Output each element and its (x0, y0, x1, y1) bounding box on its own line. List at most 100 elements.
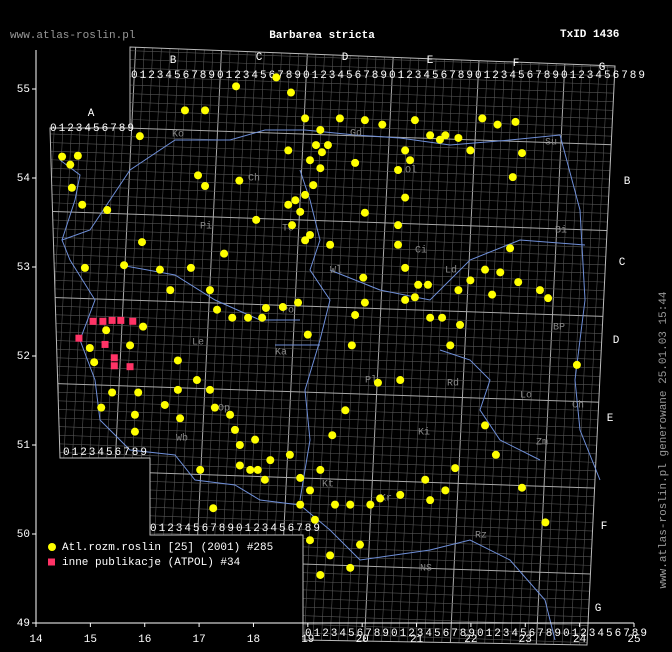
grid-digits: 0123456789 (305, 628, 391, 640)
record-dot (331, 500, 339, 509)
grid-digits: 0123456789 (131, 70, 217, 82)
atpol-grid-line (50, 47, 51, 645)
record-dot (511, 117, 520, 126)
site-label: www.atlas-roslin.pl (10, 30, 135, 42)
atpol-grid-line (50, 47, 615, 68)
grid-digits: 0123456789 (475, 70, 561, 82)
record-dot (401, 295, 410, 304)
record-dot (286, 88, 295, 97)
record-dot (192, 376, 201, 385)
atpol-grid-line (329, 47, 360, 645)
atpol-grid-line (50, 374, 615, 395)
x-tick-label: 17 (192, 634, 205, 646)
record-dot (311, 141, 320, 150)
x-tick-label: 15 (84, 634, 97, 646)
atpol-grid-line (527, 47, 558, 645)
record-dot (266, 456, 275, 465)
grid-letter: E (427, 55, 434, 67)
record-dot (326, 240, 335, 249)
atpol-grid-line (441, 47, 472, 645)
atpol-grid-line (50, 442, 615, 464)
x-tick-label: 14 (29, 634, 43, 646)
atpol-grid-line (50, 124, 615, 146)
record-dot (309, 181, 318, 190)
record-dot (394, 221, 403, 230)
record-dot (303, 330, 312, 339)
record-dot (508, 173, 517, 182)
record-dot (130, 410, 139, 419)
record-dot (406, 156, 415, 165)
region-label: Pi (200, 221, 212, 233)
record-dot (173, 385, 182, 394)
record-dot (401, 146, 410, 155)
record-dot (356, 540, 365, 549)
y-tick-label: 54 (17, 173, 31, 185)
grid-digits: 0123456789 (50, 123, 136, 135)
atpol-grid-line (50, 210, 615, 232)
record-dot (196, 465, 205, 474)
grid-letter: C (619, 257, 626, 269)
record-dot (346, 563, 355, 572)
atpol-grid-line (50, 193, 615, 215)
atpol-grid-line (50, 150, 615, 172)
atpol-grid-line (50, 597, 615, 619)
atpol-grid-line (50, 81, 615, 103)
region-label: Lo (520, 391, 532, 402)
atpol-grid-line (50, 313, 615, 335)
record-dot (205, 385, 214, 394)
record-dot (514, 278, 523, 287)
atpol-grid-line (509, 47, 541, 645)
legend-marker (48, 558, 55, 566)
record-dot (305, 230, 314, 239)
region-label: Pl (365, 375, 377, 387)
record-dot (134, 388, 143, 397)
atpol-grid-line (50, 227, 615, 249)
atpol-grid-line (604, 47, 615, 645)
region-label: Rz (475, 531, 487, 542)
record-dot (180, 106, 189, 115)
grid-digits: 0123456789 (391, 628, 477, 640)
atpol-grid-line (484, 47, 515, 645)
atpol-grid-line (578, 47, 610, 645)
record-dot (291, 196, 300, 205)
atpol-grid-line (50, 417, 615, 438)
grid-digits: 0123456789 (477, 628, 563, 640)
region-label: Gd (350, 128, 362, 140)
atpol-grid-line (458, 47, 489, 645)
grid-letter: B (624, 176, 631, 188)
grid-digits: 0123456789 (63, 447, 149, 459)
atpol-grid-line (50, 288, 615, 309)
record-dot (130, 427, 139, 436)
record-dot (201, 106, 210, 115)
grid-letter: E (607, 413, 614, 425)
grid-digits: 0123456789 (150, 523, 236, 535)
x-tick-label: 21 (410, 634, 424, 646)
grid-letter: D (342, 52, 349, 64)
atpol-grid-line (622, 40, 652, 650)
record-dot (414, 280, 423, 289)
record-dot (366, 500, 375, 509)
region-label: Po (282, 306, 294, 317)
atpol-grid-line (50, 262, 615, 283)
atpol-grid-line (50, 382, 615, 404)
record-dot (305, 536, 314, 545)
record-dot (341, 406, 350, 415)
footer: www.atlas-roslin.pl generowane 25.01.03 … (658, 291, 670, 588)
record-dot (301, 190, 310, 199)
atpol-grid-line (50, 141, 615, 163)
atpol-grid-line (50, 245, 615, 266)
atpol-grid-line (312, 47, 343, 645)
atpol-grid-line (363, 47, 395, 645)
atpol-grid-line (50, 305, 615, 326)
grid-digits: 0123456789 (217, 70, 303, 82)
record-square (129, 317, 137, 325)
record-dot (421, 475, 430, 484)
record-dot (438, 313, 447, 322)
atpol-grid-line (50, 98, 615, 120)
x-tick-label: 23 (519, 634, 532, 646)
record-dot (376, 494, 385, 503)
atpol-grid-line (50, 107, 615, 129)
record-dot (451, 464, 460, 473)
record-dot (310, 515, 319, 524)
region-label: Op (218, 404, 230, 415)
